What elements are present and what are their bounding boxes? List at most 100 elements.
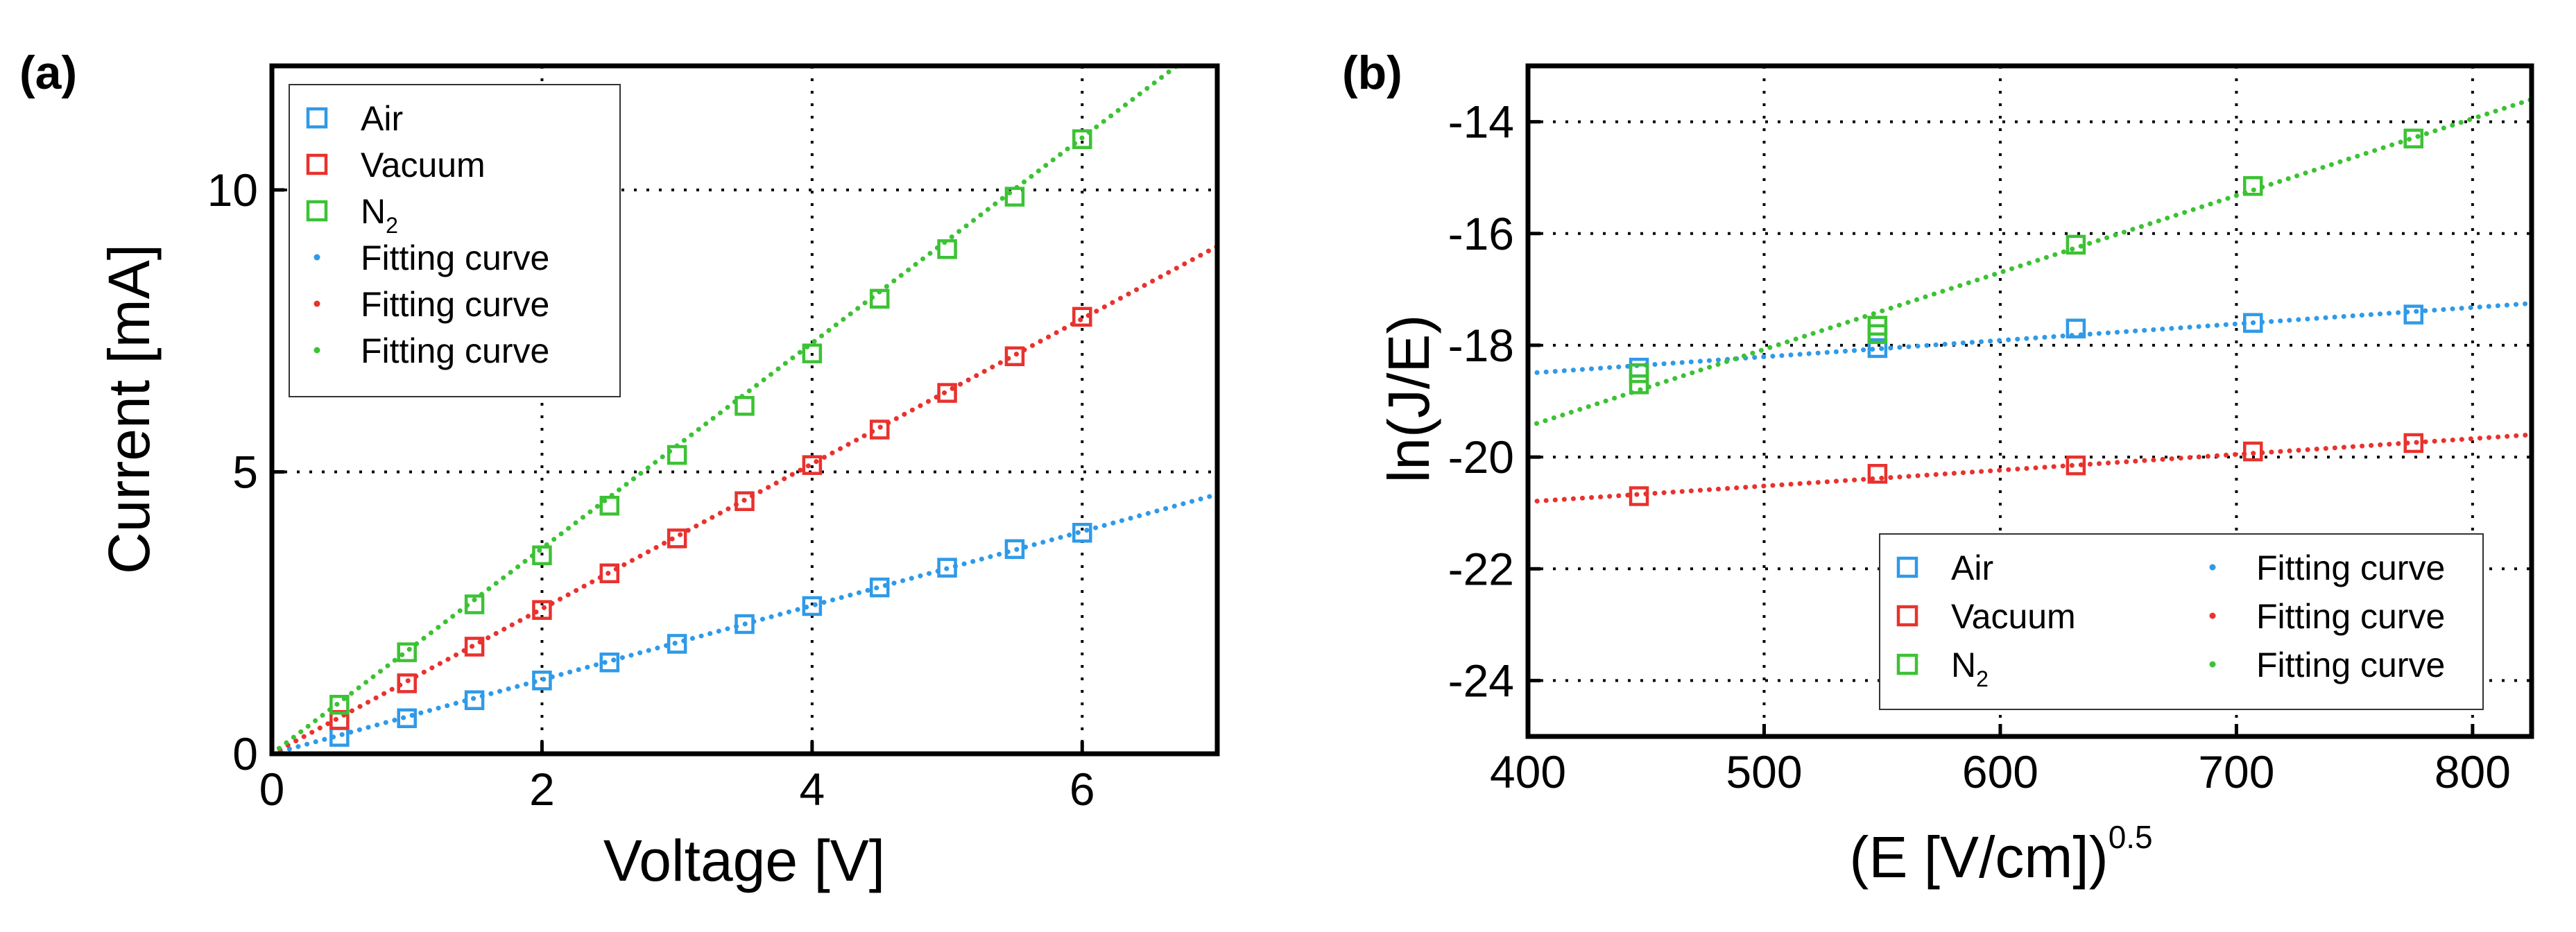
data-point-air: [2242, 313, 2263, 333]
data-point-vacuum: [2403, 433, 2424, 454]
data-point-n2: [1629, 374, 1649, 395]
data-point-vacuum: [2066, 455, 2086, 476]
data-point-air: [937, 558, 957, 578]
data-point-air: [2066, 318, 2086, 338]
legend-line-sample-air: [314, 254, 320, 261]
data-point-vacuum: [464, 637, 485, 657]
fit-line-air: [1528, 300, 2532, 376]
data-point-air: [1867, 338, 1888, 359]
fit-line-n2: [1528, 96, 2532, 429]
legend-label-text: Fitting curve: [2256, 597, 2445, 636]
y-tick-label: -14: [1448, 96, 1514, 148]
data-point-n2: [464, 594, 485, 614]
data-point-vacuum: [667, 528, 687, 549]
data-point-n2: [2066, 234, 2086, 255]
x-tick-label: 700: [2198, 746, 2274, 797]
legend-label-text: N: [1951, 646, 1976, 684]
y-tick-label: -24: [1448, 655, 1514, 706]
data-point-n2: [735, 396, 755, 416]
legend-label-text: Fitting curve: [361, 285, 549, 324]
legend-label-text: Air: [1951, 549, 1993, 587]
legend-label-subscript: 2: [1976, 666, 1989, 691]
x-axis-title-text: Voltage [V]: [603, 828, 885, 893]
legend-label-text: Vacuum: [1951, 597, 2076, 636]
x-axis-title: Voltage [V]: [603, 828, 885, 893]
y-axis-title: ln(J/E): [1376, 315, 1441, 483]
chart-panel-b: 400 500 600 700 800 -14 -16 -18 -20 -22 -24 (b) ln(J…: [1342, 46, 2534, 890]
legend-marker-vacuum: [306, 153, 328, 175]
legend-label: N2: [361, 192, 398, 238]
data-point-n2: [397, 642, 417, 662]
data-point-n2: [1629, 363, 1649, 383]
y-tick-label: -20: [1448, 431, 1514, 483]
data-point-air: [802, 596, 823, 616]
data-point-vacuum: [1004, 346, 1025, 367]
legend-marker-n2: [1896, 653, 1918, 675]
y-tick-label: -22: [1448, 543, 1514, 594]
y-tick-label: -18: [1448, 320, 1514, 371]
legend-marker-air: [1896, 556, 1918, 578]
data-point-n2: [869, 288, 890, 309]
data-point-air: [532, 671, 552, 691]
data-point-air: [464, 690, 485, 711]
legend-frame: [289, 84, 621, 397]
data-point-n2: [1072, 129, 1092, 149]
data-point-n2: [1867, 324, 1888, 345]
data-point-air: [397, 708, 417, 729]
legend-line-sample-n2: [2209, 661, 2216, 668]
data-point-n2: [802, 343, 823, 363]
data-point-air: [2403, 304, 2424, 325]
data-point-air: [667, 634, 687, 654]
data-point-air: [1004, 539, 1025, 560]
fit-line-vacuum: [272, 243, 1217, 754]
data-point-air: [1072, 523, 1092, 543]
x-tick-label: 4: [799, 763, 825, 815]
fit-line-n2: [272, 66, 1180, 754]
plot-frame: [269, 63, 1220, 757]
plot-area: [1528, 96, 2532, 506]
data-point-vacuum: [397, 673, 417, 693]
data-point-n2: [937, 239, 957, 259]
data-point-n2: [667, 445, 687, 465]
data-point-air: [599, 653, 620, 673]
y-tick-label: 0: [232, 728, 258, 779]
y-tick-label: 5: [232, 446, 258, 497]
data-point-n2: [532, 545, 552, 566]
legend-label-text: Fitting curve: [2256, 646, 2445, 684]
data-point-vacuum: [869, 420, 890, 440]
legend-label: Fitting curve: [2256, 549, 2445, 587]
plot-frame: [1525, 63, 2534, 739]
legend-label-subscript: 2: [386, 213, 398, 238]
data-point-n2: [2242, 176, 2263, 196]
legend-label: Fitting curve: [361, 239, 549, 277]
data-point-vacuum: [2242, 441, 2263, 462]
legend-label: Air: [1951, 549, 1993, 587]
data-point-vacuum: [1629, 486, 1649, 506]
legend-label-text: Fitting curve: [361, 239, 549, 277]
data-point-n2: [329, 695, 350, 715]
fit-line-air: [272, 492, 1217, 754]
x-axis-title-text: (E [V/cm]): [1849, 825, 2108, 890]
data-point-n2: [599, 495, 620, 516]
panel-label: (a): [19, 46, 77, 99]
y-tick-label: 10: [207, 164, 258, 216]
x-tick-label: 400: [1490, 746, 1566, 797]
x-tick-label: 800: [2435, 746, 2511, 797]
data-point-air: [1629, 357, 1649, 378]
legend-label: Vacuum: [361, 146, 486, 184]
legend-line-sample-vacuum: [314, 300, 320, 307]
data-point-vacuum: [802, 455, 823, 475]
legend-marker-n2: [306, 200, 328, 222]
legend-marker-air: [306, 107, 328, 129]
data-point-vacuum: [735, 491, 755, 511]
legend-line-sample-vacuum: [2209, 612, 2216, 619]
y-tick-label: -16: [1448, 208, 1514, 259]
panel-label: (b): [1342, 46, 1402, 99]
legend-line-sample-air: [2209, 564, 2216, 571]
x-tick-label: 500: [1726, 746, 1802, 797]
plot-area: [272, 66, 1217, 754]
legend-label: Fitting curve: [2256, 646, 2445, 684]
legend-label-text: Vacuum: [361, 146, 486, 184]
legend: Air Vacuum N2 Fitting curve Fitting curve Fit…: [1879, 533, 2484, 710]
